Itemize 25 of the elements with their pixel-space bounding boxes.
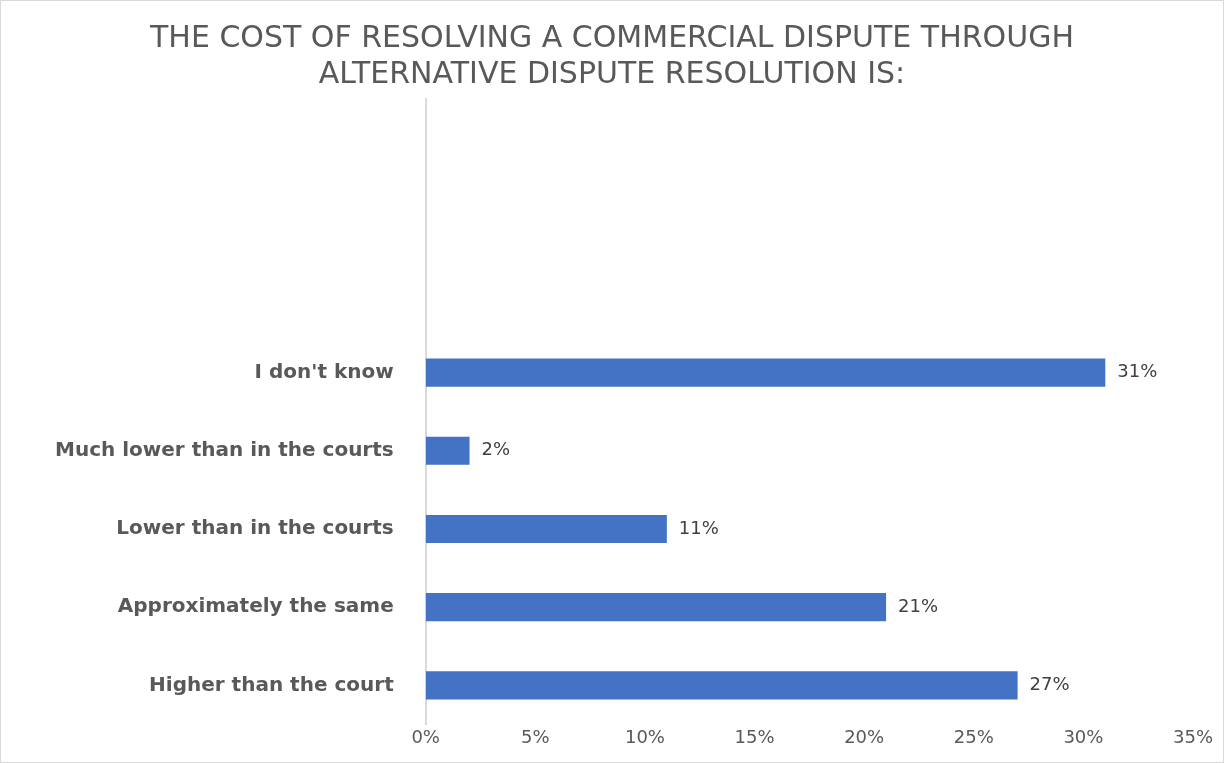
- x-tick-label: 30%: [1063, 725, 1104, 747]
- y-tick-label: Approximately the same: [117, 593, 394, 618]
- bar: [425, 514, 667, 544]
- bar: [425, 358, 1106, 387]
- x-tick-label: 0%: [411, 725, 440, 747]
- x-tick-label: 35%: [1172, 725, 1214, 747]
- x-tick-label: 20%: [844, 725, 885, 747]
- bar: [425, 436, 470, 465]
- x-tick-label: 25%: [953, 725, 994, 747]
- data-label: 2%: [481, 438, 511, 460]
- data-label: 27%: [1029, 672, 1070, 694]
- bar: [425, 671, 1018, 700]
- x-tick-label: 5%: [521, 725, 550, 747]
- bar: [425, 593, 887, 622]
- data-label: 21%: [898, 594, 939, 616]
- data-label: 31%: [1117, 360, 1158, 382]
- y-tick-label: Higher than the court: [149, 671, 395, 696]
- x-tick-label: 15%: [734, 725, 775, 747]
- data-label: 11%: [678, 516, 719, 538]
- y-tick-label: Lower than in the courts: [116, 515, 394, 540]
- x-tick-label: 10%: [624, 725, 665, 747]
- y-tick-label: Much lower than in the courts: [55, 436, 394, 461]
- y-tick-label: I don't know: [254, 358, 394, 383]
- text: ALTERNATIVE DISPUTE RESOLUTION IS:: [318, 54, 906, 90]
- text: THE COST OF RESOLVING A COMMERCIAL DISPUTE THROUGH: [150, 18, 1074, 54]
